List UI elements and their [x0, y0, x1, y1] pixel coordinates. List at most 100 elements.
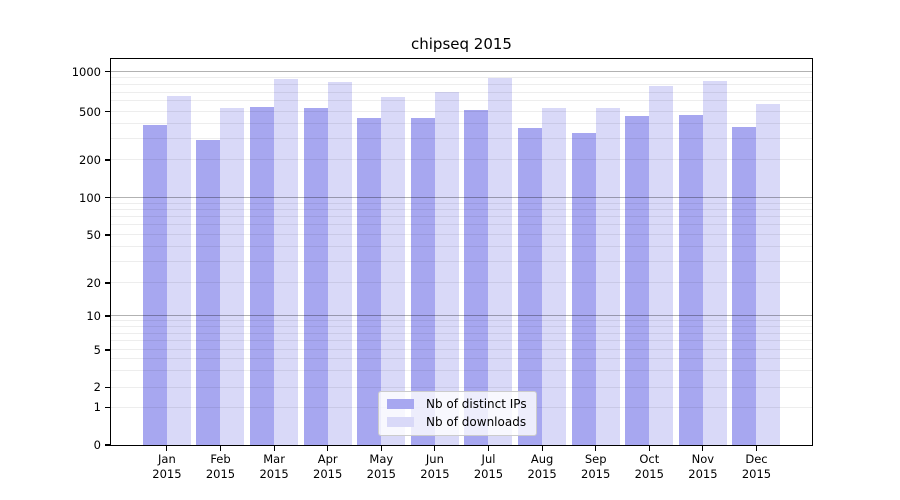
x-tick-month: Oct: [639, 452, 660, 466]
x-tick-year: 2015: [259, 466, 289, 481]
bar-distinct-ips: [571, 132, 596, 445]
legend-swatch-distinct-ips: [387, 399, 414, 409]
bar-downloads: [702, 80, 727, 445]
x-tick-year: 2015: [420, 466, 450, 481]
bar-downloads: [273, 78, 298, 445]
y-tick-mark: [104, 234, 110, 236]
y-tick-mark: [104, 349, 110, 351]
x-tick-mark: [595, 446, 597, 452]
x-tick-month: Aug: [530, 452, 554, 466]
x-tick-mark: [755, 446, 758, 452]
gridline: [110, 77, 812, 79]
x-tick-label: Sep 2015: [564, 452, 628, 481]
bar-distinct-ips: [732, 127, 757, 445]
bar-distinct-ips: [410, 117, 435, 445]
legend-label-distinct-ips: Nb of distinct IPs: [426, 397, 527, 411]
bar-distinct-ips: [678, 115, 703, 445]
y-tick-label: 20: [86, 276, 101, 290]
x-tick-mark: [166, 446, 168, 452]
x-tick-mark: [487, 446, 490, 452]
y-tick-mark: [104, 386, 110, 388]
bar-distinct-ips: [249, 107, 274, 445]
x-tick-label: Mar 2015: [242, 452, 306, 481]
bar-distinct-ips: [196, 140, 221, 445]
x-tick-mark: [434, 446, 436, 452]
x-tick-label: Aug 2015: [510, 452, 574, 481]
x-tick-year: 2015: [581, 466, 611, 481]
x-tick-year: 2015: [473, 466, 504, 481]
x-tick-mark: [702, 446, 704, 452]
y-tick-label: 1: [93, 400, 101, 415]
x-tick-month: Jun: [425, 452, 444, 466]
bar-downloads: [220, 107, 245, 445]
y-tick-label: 1000: [71, 64, 101, 79]
legend: Nb of distinct IPs Nb of downloads: [378, 391, 537, 436]
y-tick-label: 500: [79, 104, 101, 119]
legend-swatch-downloads: [387, 417, 414, 427]
bar-distinct-ips: [142, 124, 167, 445]
y-tick-mark: [104, 444, 110, 446]
y-tick-mark: [104, 71, 110, 73]
y-tick-mark: [104, 159, 110, 161]
x-tick-mark: [327, 446, 329, 452]
x-tick-label: Nov 2015: [671, 452, 735, 481]
y-tick-mark: [104, 282, 110, 284]
bar-downloads: [327, 82, 352, 445]
x-tick-mark: [380, 446, 382, 452]
x-tick-month: Sep: [584, 452, 607, 466]
chart-title: chipseq 2015: [411, 35, 512, 53]
x-tick-label: Dec 2015: [725, 452, 789, 481]
x-tick-year: 2015: [527, 466, 557, 481]
y-tick-mark: [104, 315, 110, 317]
bar-downloads: [434, 92, 459, 445]
y-tick-label: 2: [93, 380, 101, 395]
x-tick-year: 2015: [313, 466, 343, 481]
y-tick-label: 50: [86, 228, 101, 242]
x-tick-month: Jul: [481, 452, 496, 466]
legend-entry-downloads: Nb of downloads: [387, 415, 527, 429]
y-tick-label: 10: [86, 309, 101, 323]
bar-downloads: [756, 103, 781, 445]
x-tick-label: Feb 2015: [189, 452, 253, 481]
y-tick-label: 100: [79, 190, 101, 205]
x-tick-month: Apr: [317, 452, 338, 466]
x-tick-month: Feb: [210, 452, 231, 466]
x-tick-year: 2015: [634, 466, 664, 481]
x-tick-month: Nov: [691, 452, 715, 466]
bar-downloads: [381, 96, 406, 445]
gridline: [110, 70, 812, 72]
y-tick-label: 0: [93, 438, 101, 452]
bar-distinct-ips: [625, 115, 650, 445]
x-tick-month: Dec: [745, 452, 768, 466]
bar-downloads: [595, 108, 620, 445]
x-tick-mark: [648, 446, 650, 452]
y-tick-label: 200: [79, 153, 101, 167]
y-tick-mark: [104, 111, 110, 113]
x-tick-year: 2015: [741, 466, 772, 481]
x-tick-month: Jan: [158, 452, 176, 466]
bar-downloads: [166, 96, 191, 445]
x-tick-year: 2015: [152, 466, 182, 481]
bar-downloads: [649, 85, 674, 445]
legend-entry-distinct-ips: Nb of distinct IPs: [387, 397, 527, 411]
x-tick-label: May 2015: [349, 452, 413, 481]
y-tick-mark: [104, 197, 110, 199]
legend-label-downloads: Nb of downloads: [426, 415, 527, 429]
x-tick-month: Mar: [263, 452, 285, 466]
x-tick-year: 2015: [688, 466, 718, 481]
x-tick-year: 2015: [366, 466, 396, 481]
x-tick-label: Jan 2015: [135, 452, 199, 481]
y-tick-mark: [104, 406, 110, 408]
x-tick-label: Apr 2015: [296, 452, 360, 481]
x-tick-label: Jul 2015: [457, 452, 521, 481]
x-tick-mark: [541, 446, 543, 452]
x-tick-month: May: [369, 452, 394, 466]
x-tick-label: Jun 2015: [403, 452, 467, 481]
x-tick-mark: [219, 446, 222, 452]
x-tick-year: 2015: [205, 466, 236, 481]
x-tick-mark: [273, 446, 275, 452]
plot-area: [109, 58, 813, 446]
bar-downloads: [488, 78, 513, 445]
bar-distinct-ips: [464, 109, 489, 445]
